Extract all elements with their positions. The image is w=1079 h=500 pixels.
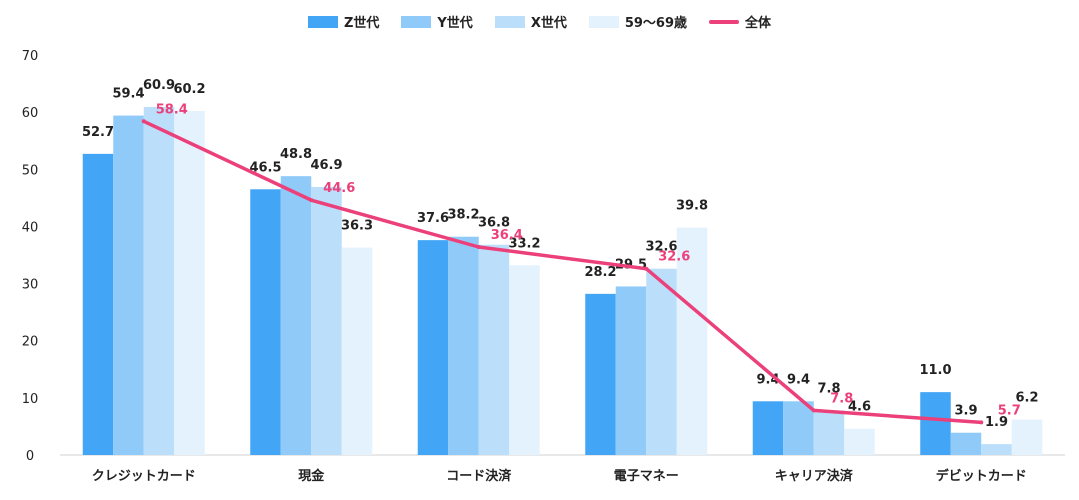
bar-0-4 xyxy=(752,401,784,455)
bar-value-label: 60.9 xyxy=(143,78,175,93)
x-tick-label: 現金 xyxy=(298,468,325,484)
bar-3-4 xyxy=(844,428,875,455)
bar-value-label: 32.6 xyxy=(645,240,677,255)
bar-value-label: 60.2 xyxy=(173,82,205,97)
legend-item-z: Z世代 xyxy=(307,12,380,31)
bar-value-label: 11.0 xyxy=(919,363,951,378)
legend-item-y: Y世代 xyxy=(401,12,473,31)
bar-0-1 xyxy=(250,189,281,456)
y-tick-label: 20 xyxy=(22,335,39,350)
legend: Z世代 Y世代 X世代 59～69歳 全体 xyxy=(0,12,1079,31)
x-tick-label: デビットカード xyxy=(936,468,1027,484)
bar-value-label: 7.8 xyxy=(817,381,840,396)
bar-value-label: 6.2 xyxy=(1015,391,1038,406)
y-tick-label: 0 xyxy=(26,449,34,464)
legend-swatch-y xyxy=(401,15,432,28)
line-value-label: 7.8 xyxy=(830,391,853,406)
line-point xyxy=(476,245,481,249)
bar-value-label: 36.3 xyxy=(341,219,373,234)
bar-2-3 xyxy=(646,268,677,455)
bar-0-0 xyxy=(82,153,114,455)
bar-value-label: 52.7 xyxy=(82,125,114,140)
bar-2-2 xyxy=(478,244,510,455)
y-tick-label: 10 xyxy=(22,392,39,407)
bar-2-4 xyxy=(813,410,845,455)
legend-label-total: 全体 xyxy=(745,16,772,31)
y-tick-label: 40 xyxy=(22,220,39,235)
legend-label-z: Z世代 xyxy=(343,16,380,31)
line-value-label: 36.4 xyxy=(491,228,523,243)
legend-label-senior: 59～69歳 xyxy=(624,16,688,31)
bar-value-label: 9.4 xyxy=(787,372,810,387)
bar-value-label: 3.9 xyxy=(954,404,977,419)
bar-value-label: 37.6 xyxy=(417,211,449,226)
bar-2-5 xyxy=(981,444,1012,455)
bar-value-label: 59.4 xyxy=(112,87,144,102)
bar-value-label: 46.9 xyxy=(310,158,342,173)
line-value-label: 58.4 xyxy=(156,102,188,117)
legend-item-x: X世代 xyxy=(494,12,567,31)
line-point xyxy=(309,198,314,203)
bar-1-2 xyxy=(448,236,479,455)
bar-3-1 xyxy=(341,247,373,455)
bar-value-label: 4.6 xyxy=(848,400,871,415)
bar-0-5 xyxy=(920,392,951,455)
legend-swatch-senior xyxy=(588,15,619,28)
y-tick-label: 50 xyxy=(22,163,39,178)
line-point xyxy=(811,408,816,413)
x-tick-label: クレジットカード xyxy=(92,469,196,484)
x-tick-label: キャリア決済 xyxy=(775,468,854,484)
bar-value-label: 46.5 xyxy=(249,160,281,175)
bar-2-0 xyxy=(143,107,175,455)
legend-label-x: X世代 xyxy=(530,16,567,31)
bar-3-0 xyxy=(174,111,205,455)
legend-swatch-x xyxy=(494,15,525,28)
bar-value-label: 33.2 xyxy=(508,236,540,251)
line-point xyxy=(141,119,146,124)
y-tick-label: 60 xyxy=(22,106,39,121)
legend-item-total: 全体 xyxy=(709,12,771,31)
legend-item-senior: 59～69歳 xyxy=(588,12,688,31)
bar-value-label: 28.2 xyxy=(584,265,616,280)
bar-value-label: 38.2 xyxy=(447,208,479,223)
line-value-label: 44.6 xyxy=(323,181,355,196)
bar-0-2 xyxy=(417,240,449,455)
legend-swatch-z xyxy=(307,15,338,28)
bar-1-1 xyxy=(280,176,312,455)
line-point xyxy=(979,420,984,425)
bar-value-label: 48.8 xyxy=(280,147,312,162)
bar-value-label: 1.9 xyxy=(985,415,1008,430)
line-value-label: 5.7 xyxy=(998,403,1021,418)
bar-1-3 xyxy=(615,286,647,455)
y-tick-label: 30 xyxy=(22,278,39,293)
x-tick-label: コード決済 xyxy=(446,468,512,484)
bar-3-3 xyxy=(676,227,708,455)
bar-1-5 xyxy=(950,432,982,455)
line-series-total xyxy=(142,119,983,425)
legend-label-y: Y世代 xyxy=(437,16,473,31)
x-tick-label: 電子マネー xyxy=(614,469,679,484)
legend-swatch-total xyxy=(709,19,740,24)
bar-1-4 xyxy=(783,401,814,455)
y-tick-label: 70 xyxy=(22,49,39,64)
bar-value-label: 39.8 xyxy=(676,199,708,214)
bar-value-label: 36.8 xyxy=(478,216,510,231)
line-value-label: 32.6 xyxy=(658,250,690,265)
bar-1-0 xyxy=(113,115,144,456)
bar-3-2 xyxy=(509,265,540,455)
bar-0-3 xyxy=(585,293,616,455)
bar-3-5 xyxy=(1011,419,1043,455)
line-point xyxy=(644,266,649,271)
bar-2-1 xyxy=(311,187,342,455)
